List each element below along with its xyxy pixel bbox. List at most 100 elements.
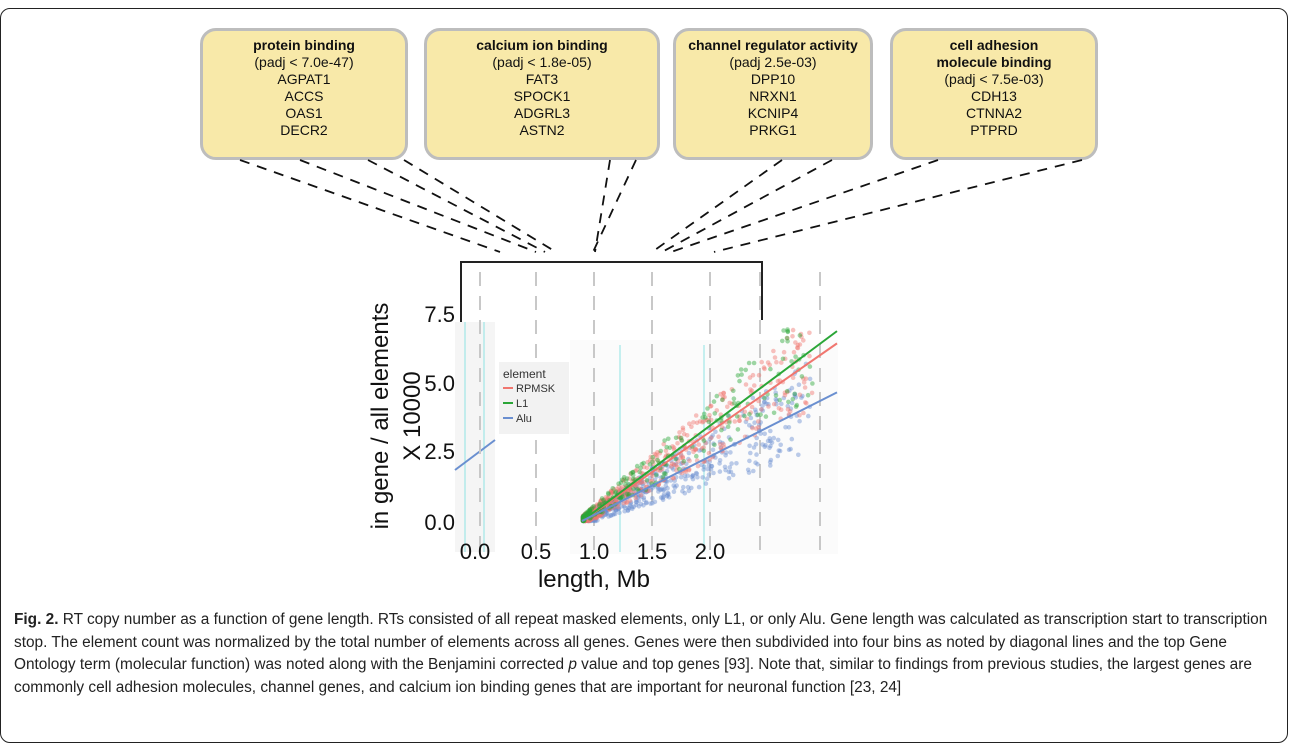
point-l1 xyxy=(660,474,666,480)
point-alu xyxy=(597,512,603,518)
point-rpmsk xyxy=(680,454,685,460)
point-alu xyxy=(745,467,751,473)
caption-text-end: value and top genes [93]. Note that, sim… xyxy=(14,656,1252,696)
point-rpmsk xyxy=(721,390,726,396)
point-l1 xyxy=(739,372,744,377)
point-alu xyxy=(655,485,661,491)
point-rpmsk xyxy=(595,514,601,520)
point-l1 xyxy=(735,427,741,432)
point-alu xyxy=(767,445,772,451)
point-alu xyxy=(586,518,591,523)
point-rpmsk xyxy=(605,496,610,501)
point-alu xyxy=(623,492,629,497)
point-rpmsk xyxy=(729,387,735,392)
point-rpmsk xyxy=(681,431,687,437)
point-rpmsk xyxy=(687,421,692,427)
point-alu xyxy=(591,518,596,524)
point-alu xyxy=(723,450,729,455)
point-rpmsk xyxy=(737,414,742,420)
point-alu xyxy=(627,503,633,508)
point-rpmsk xyxy=(785,407,791,412)
point-rpmsk xyxy=(645,460,650,465)
point-alu xyxy=(610,507,616,512)
point-rpmsk xyxy=(639,470,644,476)
point-alu xyxy=(754,435,759,441)
point-alu xyxy=(641,503,646,508)
bin-connector-lines xyxy=(239,159,1083,253)
point-alu xyxy=(717,458,723,463)
point-alu xyxy=(768,457,774,463)
point-alu xyxy=(727,465,733,470)
point-alu xyxy=(774,402,779,407)
point-alu xyxy=(633,485,638,490)
point-rpmsk xyxy=(581,514,586,519)
point-alu xyxy=(741,413,746,418)
point-alu xyxy=(608,513,613,518)
point-alu xyxy=(652,477,658,483)
point-alu xyxy=(581,513,586,519)
point-rpmsk xyxy=(624,499,630,505)
point-alu xyxy=(701,467,706,472)
point-alu xyxy=(793,395,799,400)
point-alu xyxy=(672,462,677,468)
point-alu xyxy=(631,504,637,510)
point-rpmsk xyxy=(610,490,615,496)
point-l1 xyxy=(768,366,773,372)
point-l1 xyxy=(587,508,592,514)
point-rpmsk xyxy=(611,486,617,492)
point-rpmsk xyxy=(621,477,627,482)
point-rpmsk xyxy=(771,401,777,407)
point-rpmsk xyxy=(759,359,764,365)
point-rpmsk xyxy=(737,418,742,424)
point-alu xyxy=(657,487,662,492)
point-rpmsk xyxy=(589,507,595,512)
point-rpmsk xyxy=(779,360,784,365)
point-rpmsk xyxy=(797,342,803,347)
point-rpmsk xyxy=(749,388,755,394)
point-rpmsk xyxy=(663,448,669,454)
point-rpmsk xyxy=(701,419,706,424)
point-rpmsk xyxy=(765,360,771,365)
point-alu xyxy=(648,487,654,493)
point-alu xyxy=(592,515,597,521)
point-alu xyxy=(701,464,707,470)
y-tick-label: 2.5 xyxy=(424,439,455,464)
point-alu xyxy=(683,476,688,482)
point-alu xyxy=(762,399,767,405)
point-rpmsk xyxy=(767,362,772,368)
point-l1 xyxy=(731,388,736,394)
point-rpmsk xyxy=(585,518,591,524)
point-alu xyxy=(625,491,630,497)
point-alu xyxy=(580,514,586,519)
caption-p: p xyxy=(568,656,577,673)
point-alu xyxy=(674,483,679,488)
point-rpmsk xyxy=(621,500,627,506)
point-rpmsk xyxy=(592,506,597,511)
point-l1 xyxy=(581,514,586,519)
point-alu xyxy=(628,501,633,507)
point-l1 xyxy=(613,489,619,494)
point-alu xyxy=(650,500,655,506)
point-rpmsk xyxy=(714,408,720,413)
point-alu xyxy=(743,419,749,425)
point-alu xyxy=(671,483,676,488)
point-alu xyxy=(674,456,679,461)
gene-name: PTPRD xyxy=(970,122,1018,138)
point-alu xyxy=(662,487,667,492)
point-alu xyxy=(603,512,608,517)
point-alu xyxy=(789,385,795,391)
point-rpmsk xyxy=(677,430,682,435)
point-alu xyxy=(652,499,658,505)
point-rpmsk xyxy=(599,512,605,517)
point-l1 xyxy=(793,354,798,360)
point-rpmsk xyxy=(700,419,705,425)
point-rpmsk xyxy=(790,327,796,333)
point-alu xyxy=(618,494,624,500)
fit-line-alu xyxy=(581,391,838,522)
point-rpmsk xyxy=(771,348,776,354)
point-alu xyxy=(685,484,691,490)
point-rpmsk xyxy=(618,495,624,501)
point-alu xyxy=(596,513,601,519)
point-alu xyxy=(800,393,805,399)
connector-line xyxy=(661,159,833,253)
